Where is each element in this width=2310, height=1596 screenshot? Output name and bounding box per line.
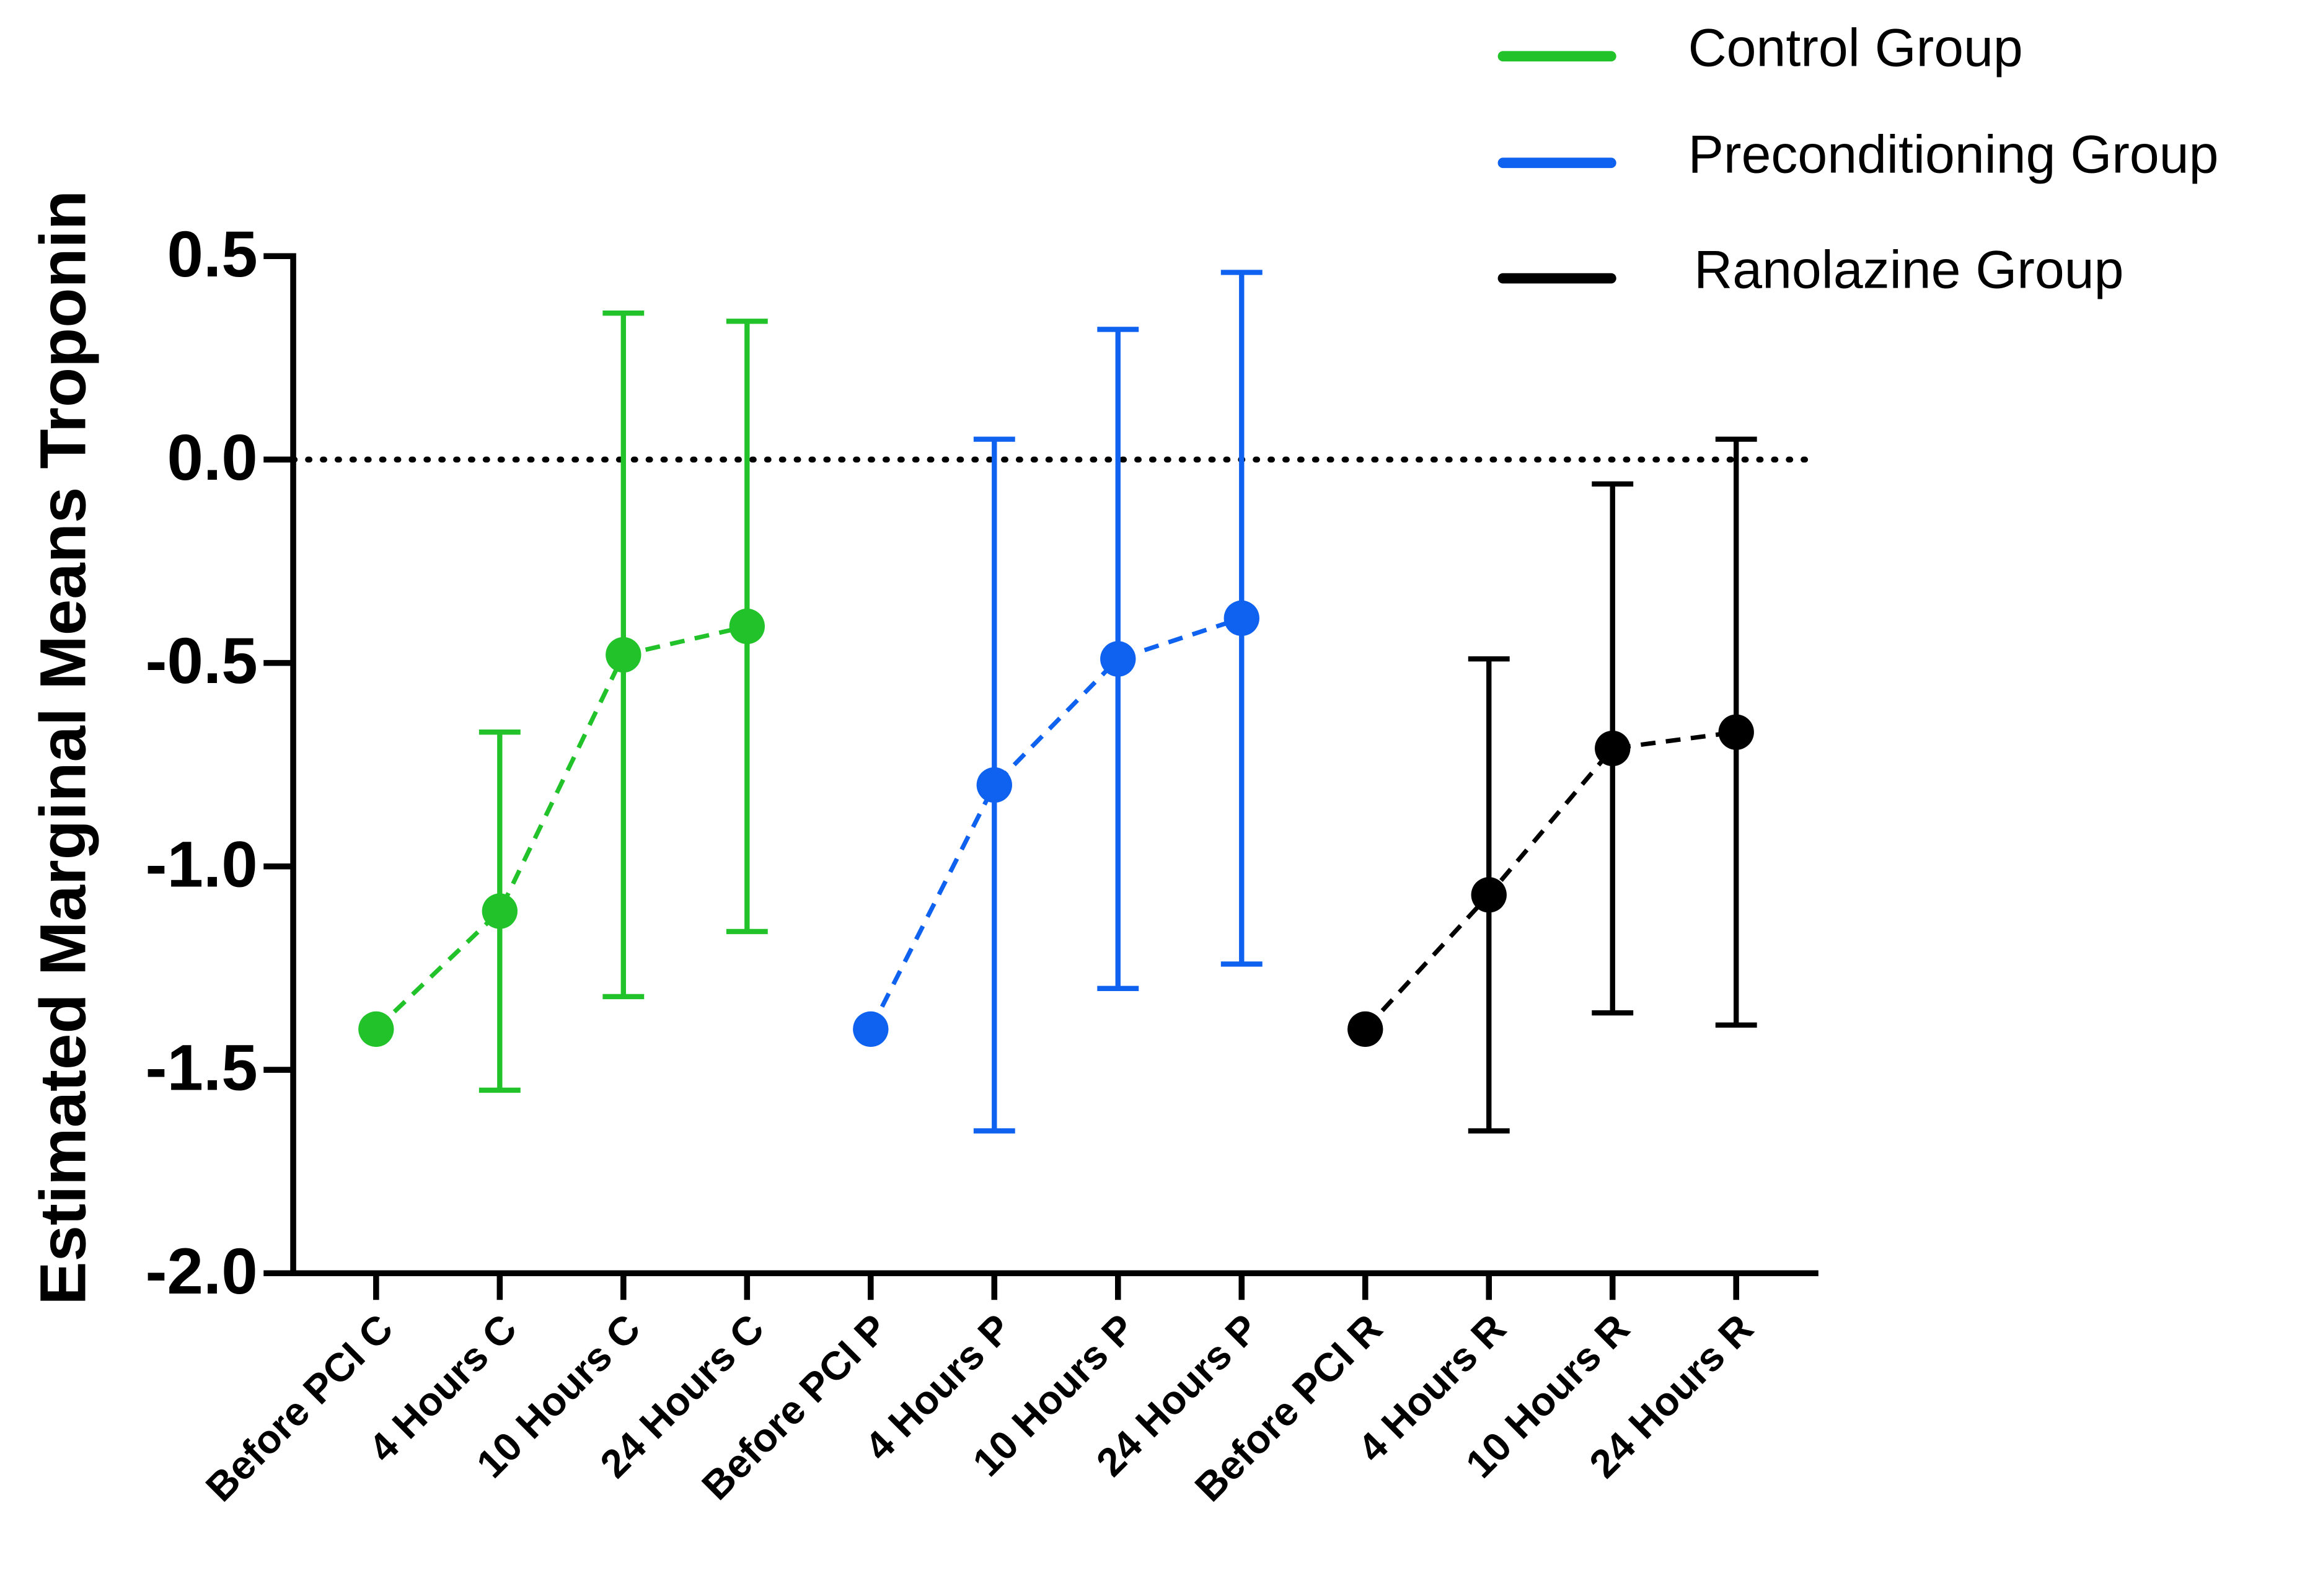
x-tick-label: Before PCI C bbox=[197, 1306, 402, 1510]
data-point bbox=[1100, 641, 1136, 677]
data-point bbox=[1223, 600, 1259, 637]
data-point bbox=[976, 767, 1012, 803]
data-point bbox=[358, 1011, 394, 1047]
legend-label: Control Group bbox=[1688, 18, 2023, 77]
data-point bbox=[606, 637, 641, 673]
y-tick-label: -1.0 bbox=[146, 828, 258, 901]
legend-label: Preconditioning Group bbox=[1688, 125, 2219, 184]
data-point bbox=[853, 1011, 889, 1047]
data-point bbox=[1718, 714, 1754, 750]
y-tick-label: -2.0 bbox=[146, 1235, 258, 1308]
series-line bbox=[868, 616, 1243, 1031]
y-tick-label: -0.5 bbox=[146, 625, 258, 697]
series-line bbox=[1364, 730, 1737, 1031]
data-point bbox=[1347, 1011, 1383, 1047]
y-tick-label: 0.0 bbox=[167, 421, 258, 494]
data-point bbox=[1471, 877, 1507, 913]
y-axis-title: Estimated Marginal Means Troponin bbox=[27, 190, 100, 1305]
y-tick-label: -1.5 bbox=[146, 1032, 258, 1104]
data-point bbox=[1595, 730, 1631, 767]
series-line bbox=[374, 624, 748, 1031]
legend-label: Ranolazine Group bbox=[1694, 240, 2123, 300]
data-point bbox=[482, 893, 518, 929]
data-point bbox=[729, 608, 765, 645]
y-tick-label: 0.5 bbox=[167, 218, 258, 291]
